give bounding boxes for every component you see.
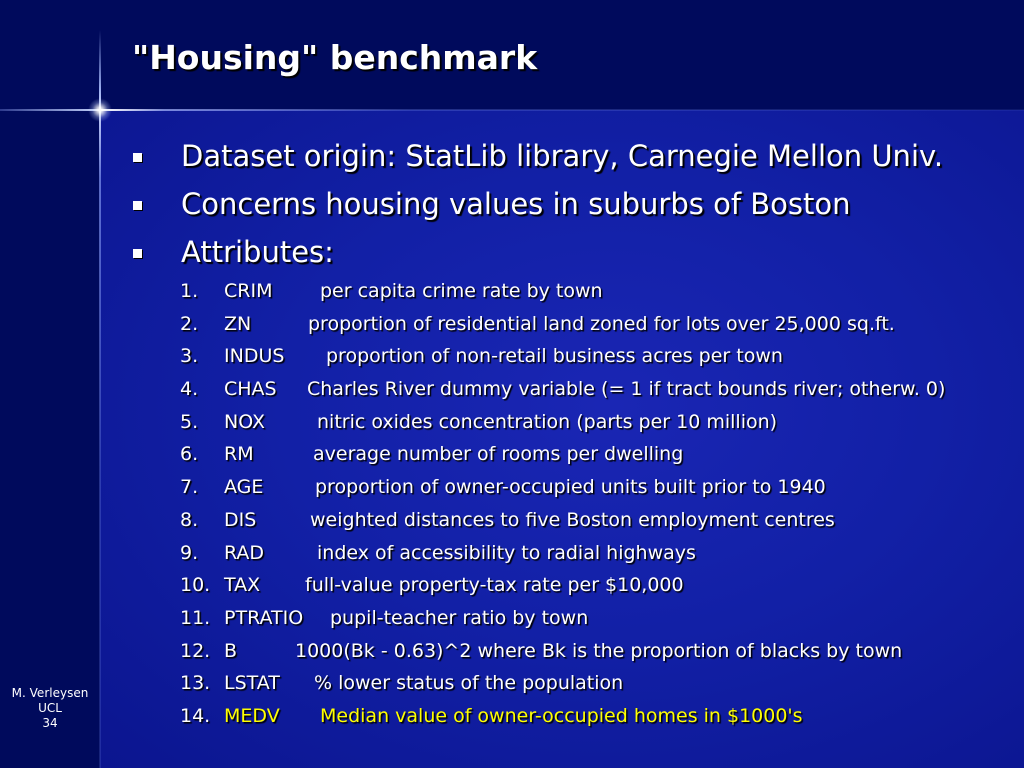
left-band-background [0,0,100,768]
attribute-number: 4. [180,378,199,401]
bullet-list: Dataset origin: StatLib library, Carnegi… [130,134,943,278]
slide-title: "Housing" benchmark [132,38,538,77]
attribute-name: PTRATIO [224,606,304,629]
attribute-number: 3. [180,345,199,368]
attribute-description: pupil-teacher ratio by town [330,606,589,629]
attribute-name: B [224,639,238,662]
attribute-description: proportion of residential land zoned for… [308,312,895,335]
footer-institution: UCL [38,701,62,715]
horizontal-divider-line [0,109,1024,111]
content-background [100,110,1024,768]
attribute-number: 10. [180,574,211,597]
square-bullet-icon [133,153,142,162]
bullet-item: Concerns housing values in suburbs of Bo… [130,182,943,230]
attribute-description: average number of rooms per dwelling [313,443,684,466]
attribute-name: INDUS [224,345,285,368]
sparkle-icon [88,98,112,122]
attribute-number: 6. [180,443,199,466]
attribute-description: full-value property-tax rate per $10,000 [305,574,684,597]
bullet-item: Dataset origin: StatLib library, Carnegi… [130,134,943,182]
attribute-name: TAX [224,574,261,597]
slide-footer: M. Verleysen UCL 34 [0,686,100,731]
attribute-name: RAD [224,541,265,564]
vertical-divider-line [99,30,101,768]
attribute-number: 14. [180,704,211,727]
attribute-name: AGE [224,476,264,499]
attribute-name: ZN [224,312,252,335]
attribute-number: 12. [180,639,211,662]
square-bullet-icon [133,201,142,210]
attribute-name: LSTAT [224,672,280,695]
attribute-name: CHAS [224,378,277,401]
attribute-description: weighted distances to five Boston employ… [310,508,835,531]
attribute-name: RM [224,443,254,466]
header-background [0,0,1024,110]
attribute-number: 2. [180,312,199,335]
bullet-item: Attributes: [130,230,943,278]
attribute-description: index of accessibility to radial highway… [317,541,696,564]
attribute-number: 8. [180,508,199,531]
attribute-description: % lower status of the population [314,672,624,695]
attribute-description: proportion of non-retail business acres … [326,345,783,368]
attribute-number: 9. [180,541,199,564]
attribute-number: 11. [180,606,211,629]
footer-page-number: 34 [42,716,58,730]
attribute-description: Median value of owner-occupied homes in … [320,704,803,727]
attribute-description: per capita crime rate by town [320,280,603,302]
bullet-text: Attributes: [181,235,334,269]
attribute-number: 1. [180,280,199,302]
attribute-name: MEDV [224,704,280,727]
attribute-name: NOX [224,410,265,433]
attribute-name: DIS [224,508,257,531]
square-bullet-icon [133,249,142,258]
attribute-description: proportion of owner-occupied units built… [315,476,826,499]
attribute-number: 7. [180,476,199,499]
attribute-description: 1000(Bk - 0.63)^2 where Bk is the propor… [295,639,903,662]
attribute-description: nitric oxides concentration (parts per 1… [317,410,778,433]
bullet-text: Dataset origin: StatLib library, Carnegi… [181,139,944,173]
attribute-number: 5. [180,410,199,433]
attribute-name: CRIM [224,280,273,302]
attribute-number: 13. [180,672,211,695]
footer-author: M. Verleysen [11,686,89,700]
bullet-text: Concerns housing values in suburbs of Bo… [181,187,851,221]
attribute-description: Charles River dummy variable (= 1 if tra… [307,378,946,401]
